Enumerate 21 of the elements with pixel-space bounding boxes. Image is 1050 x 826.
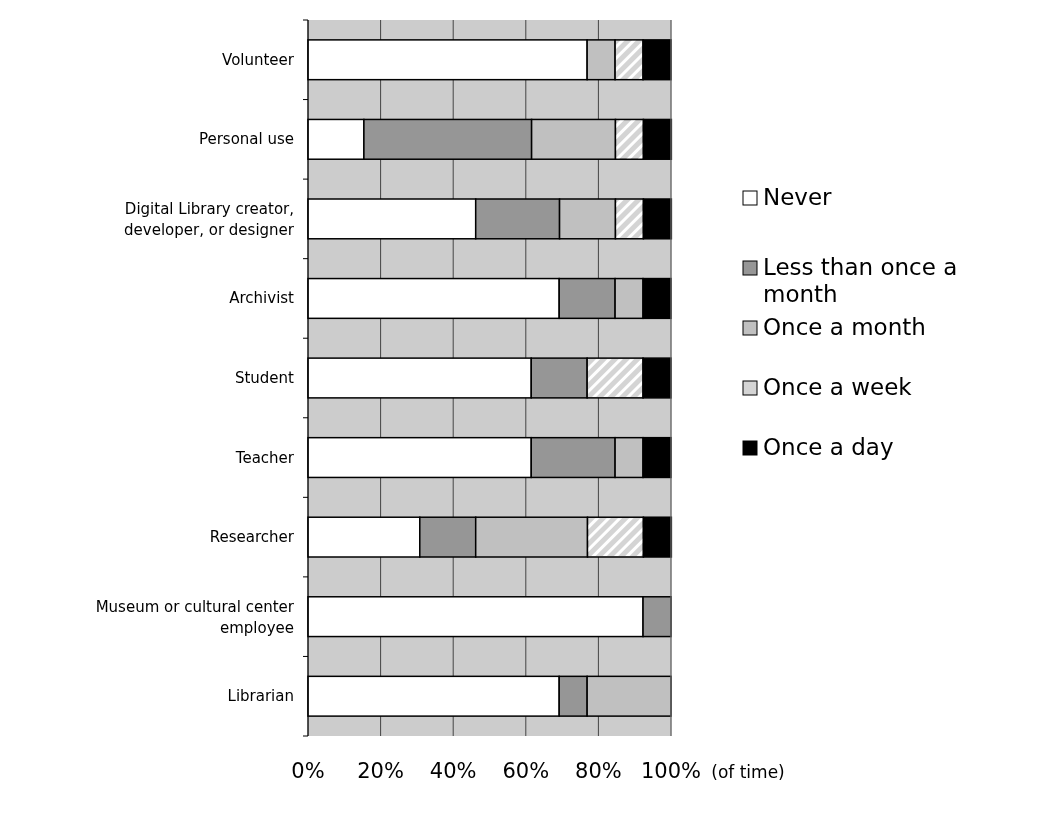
x-tick-label: 40% (429, 759, 477, 783)
y-tick-label: Museum or cultural center employee (95, 597, 295, 637)
y-tick-label: Researcher (209, 528, 295, 547)
x-tick-label: 20% (357, 759, 404, 783)
legend-label: Less than once a month (763, 254, 958, 307)
legend-label: Once a month (763, 314, 926, 340)
y-tick-label: Personal use (198, 130, 294, 149)
y-tick-label: Archivist (229, 289, 295, 308)
x-tick-label: 60% (502, 759, 550, 783)
y-tick-label: Teacher (234, 448, 295, 467)
legend-label: Once a week (763, 374, 913, 400)
y-tick-label: Volunteer (222, 50, 295, 69)
x-axis-title: (of time) (711, 762, 785, 782)
x-tick-label: 0% (291, 759, 325, 783)
y-tick-label: Librarian (227, 687, 294, 706)
legend-label: Never (763, 184, 833, 210)
y-tick-label: Student (234, 369, 295, 387)
legend-label: Once a day (763, 434, 894, 460)
x-tick-label: 80% (575, 759, 622, 783)
y-tick-label: Digital Library creator, developer, or designer (124, 199, 295, 239)
x-tick-label: 100% (640, 759, 702, 783)
